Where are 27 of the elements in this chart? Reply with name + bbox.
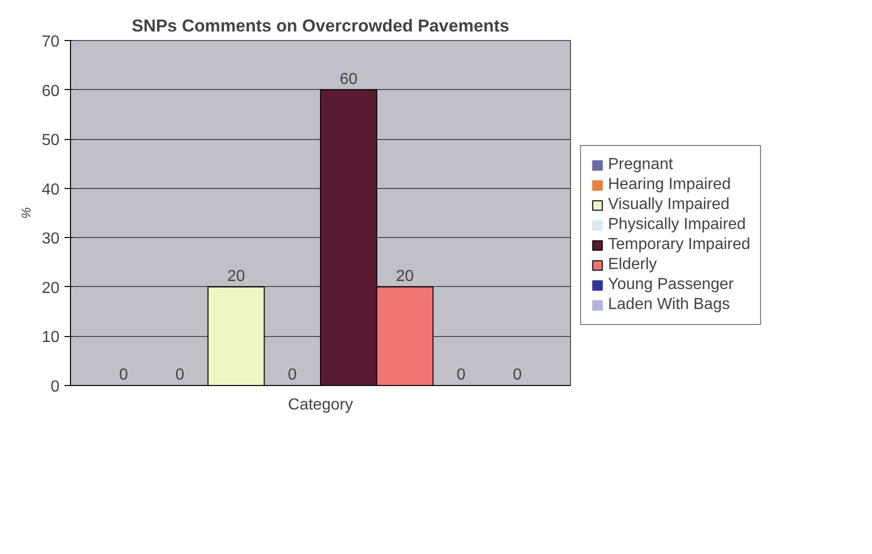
legend-label: Young Passenger: [608, 276, 734, 294]
data-label: 20: [396, 268, 414, 285]
legend-label: Visually Impaired: [608, 196, 730, 214]
y-tick-label: 10: [42, 329, 60, 346]
data-label: 0: [288, 366, 297, 384]
x-tick-label: Category: [288, 396, 353, 414]
data-label: 0: [119, 366, 128, 384]
data-label: 0: [456, 366, 466, 384]
legend-label: Pregnant: [608, 156, 673, 174]
y-tick-label: 60: [42, 82, 60, 100]
data-label: 0: [175, 366, 184, 384]
y-tick-label: 0: [50, 378, 60, 396]
data-label: 20: [227, 268, 246, 285]
legend-label: Temporary Impaired: [608, 236, 750, 254]
legend-label: Physically Impaired: [608, 216, 746, 234]
data-label: 0: [512, 366, 522, 384]
chart-title: SNPs Comments on Overcrowded Pavements: [132, 16, 510, 36]
y-tick-label: 30: [42, 230, 60, 248]
legend-label: Elderly: [608, 256, 657, 274]
y-tick-label: 70: [42, 34, 60, 50]
y-tick-label: 50: [42, 132, 60, 150]
y-axis-title: %: [18, 207, 34, 219]
y-tick-label: 20: [42, 280, 60, 297]
data-label: 60: [340, 70, 358, 88]
y-tick-label: 40: [42, 181, 60, 198]
legend-label: Laden With Bags: [608, 296, 730, 314]
legend-label: Hearing Impaired: [608, 176, 731, 194]
